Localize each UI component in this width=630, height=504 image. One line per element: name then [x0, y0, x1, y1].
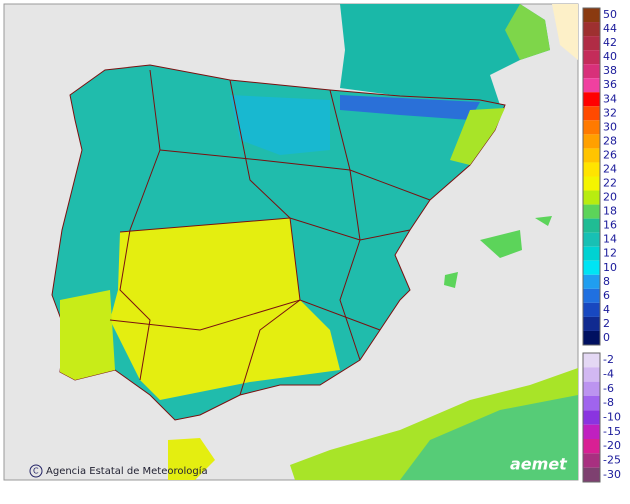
france [340, 4, 550, 105]
legend-label: 40 [603, 50, 617, 63]
legend-label: -10 [603, 411, 621, 424]
legend-swatch [583, 162, 600, 177]
legend-swatch [583, 190, 600, 205]
legend-label: -8 [603, 396, 614, 409]
legend-swatch [583, 274, 600, 289]
legend-label: 4 [603, 303, 610, 316]
legend-swatch [583, 22, 600, 37]
legend-swatch [583, 453, 600, 468]
legend: 5044424038363432302826242220181614121086… [582, 7, 621, 483]
land-east [552, 4, 578, 60]
border [229, 79, 301, 396]
legend-swatch [583, 148, 600, 163]
legend-label: 10 [603, 261, 617, 274]
legend-label: 28 [603, 134, 617, 147]
legend-swatch [583, 424, 600, 439]
legend-label: 26 [603, 148, 617, 161]
legend-swatch [583, 246, 600, 261]
warm-portugal [60, 290, 115, 380]
legend-swatch [583, 92, 600, 107]
legend-swatch [583, 106, 600, 121]
border [119, 217, 411, 241]
legend-label: 38 [603, 64, 617, 77]
warm-interior [110, 218, 340, 400]
legend-swatch [583, 367, 600, 382]
france-south [505, 4, 550, 60]
legend-swatch [583, 120, 600, 135]
legend-label: 20 [603, 191, 617, 204]
legend-label: 22 [603, 177, 617, 190]
legend-swatch [583, 410, 600, 425]
legend-swatch [583, 8, 600, 23]
legend-label: 8 [603, 275, 610, 288]
ibiza [444, 272, 458, 288]
legend-label: 44 [603, 22, 617, 35]
catalonia-coast [450, 108, 505, 165]
legend-swatch [583, 260, 600, 275]
map: C Agencia Estatal de Meteorología aemet [3, 3, 579, 481]
legend-label: -20 [603, 439, 621, 452]
pyrenees [340, 95, 480, 120]
logo: aemet [510, 455, 568, 474]
legend-frame [582, 7, 601, 346]
legend-swatch [583, 467, 600, 482]
border [109, 299, 381, 331]
legend-swatch [583, 353, 600, 368]
legend-swatch [583, 232, 600, 247]
legend-label: -15 [603, 425, 621, 438]
border [119, 69, 161, 381]
legend-label: 6 [603, 289, 610, 302]
legend-label: 12 [603, 247, 617, 260]
legend-label: -6 [603, 382, 614, 395]
legend-label: -30 [603, 468, 621, 481]
legend-label: 18 [603, 205, 617, 218]
legend-swatch [583, 134, 600, 149]
legend-swatch [583, 50, 600, 65]
legend-label: 2 [603, 317, 610, 330]
legend-swatch [583, 36, 600, 51]
legend-label: 36 [603, 78, 617, 91]
legend-label: 0 [603, 331, 610, 344]
credit: Agencia Estatal de Meteorología [46, 465, 208, 477]
legend-label: 50 [603, 8, 617, 21]
legend-label: 34 [603, 92, 617, 105]
mallorca [480, 230, 522, 258]
border [159, 149, 431, 201]
legend-label: -25 [603, 454, 621, 467]
border [329, 89, 361, 361]
legend-swatch [583, 176, 600, 191]
legend-swatch [583, 64, 600, 79]
africa-atlas [400, 395, 578, 480]
copyright-c: C [33, 467, 39, 476]
cool-north [230, 95, 330, 155]
legend-label: 14 [603, 233, 617, 246]
legend-swatch [583, 316, 600, 331]
legend-label: 42 [603, 36, 617, 49]
legend-swatch [583, 78, 600, 93]
menorca [535, 216, 552, 226]
legend-label: -2 [603, 353, 614, 366]
legend-label: 32 [603, 106, 617, 119]
legend-swatch [583, 218, 600, 233]
legend-label: -4 [603, 368, 614, 381]
legend-label: 16 [603, 219, 617, 232]
legend-swatch [583, 288, 600, 303]
legend-swatch [583, 204, 600, 219]
copyright-icon [29, 464, 43, 478]
africa-west [168, 438, 215, 480]
legend-swatch [583, 396, 600, 411]
legend-frame [582, 352, 601, 483]
legend-swatch [583, 439, 600, 454]
legend-label: 30 [603, 120, 617, 133]
legend-swatch [583, 330, 600, 345]
legend-swatch [583, 381, 600, 396]
legend-swatch [583, 302, 600, 317]
legend-label: 24 [603, 162, 617, 175]
